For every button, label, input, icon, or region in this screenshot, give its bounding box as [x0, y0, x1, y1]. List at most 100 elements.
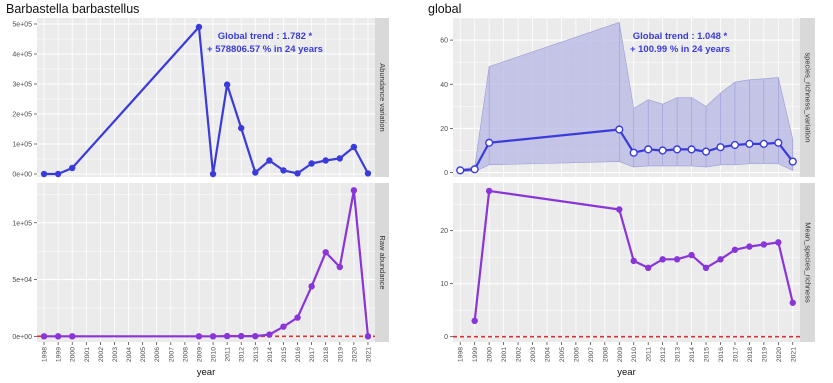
- facet-strip: [800, 18, 815, 177]
- trend-annotation: Global trend : 1.782 *: [218, 31, 313, 42]
- data-point: [470, 165, 479, 174]
- panel-background: [37, 183, 375, 342]
- data-point: [658, 146, 667, 155]
- data-point: [294, 170, 301, 177]
- trend-percent-annotation: + 578806.57 % in 24 years: [207, 44, 323, 55]
- x-tick-label: 2010: [631, 347, 638, 362]
- x-tick-label: 2018: [323, 347, 330, 362]
- data-point: [716, 143, 725, 152]
- y-tick-label: 3e+05: [12, 82, 32, 89]
- data-point: [252, 169, 259, 176]
- panel-raw: Raw abundance 0e+00 5e+04 1e+05 1998 1999 2000…: [12, 183, 389, 378]
- x-tick-label: 2000: [487, 347, 494, 362]
- facet-strip-label: Mean_species_richness: [804, 222, 813, 303]
- x-tick-label: 2002: [98, 347, 105, 362]
- panel-meanrich: Mean_species_richness 0 10 20 1998 1999 2000 20…: [440, 183, 815, 378]
- data-point: [730, 140, 740, 150]
- x-tick-label: 2014: [267, 347, 274, 362]
- x-tick-label: 2010: [211, 347, 218, 362]
- y-tick-label: 0e+00: [12, 334, 32, 341]
- x-tick-label: 2017: [309, 347, 316, 362]
- y-tick-label: 1e+05: [12, 220, 32, 227]
- x-axis-title: year: [617, 367, 635, 378]
- x-tick-label: 2006: [573, 347, 580, 362]
- x-tick-label: 2004: [126, 347, 133, 362]
- y-tick-label: 5e+05: [12, 22, 32, 29]
- x-tick-label: 2017: [732, 347, 739, 362]
- data-point: [294, 314, 301, 321]
- facet-strip: [800, 183, 815, 342]
- x-tick-label: 2016: [718, 347, 725, 362]
- y-tick-label: 40: [440, 82, 448, 89]
- x-tick-label: 2019: [761, 347, 768, 362]
- x-tick-label: 2003: [112, 347, 119, 362]
- data-point: [40, 333, 48, 340]
- data-point: [673, 145, 682, 154]
- y-tick-label: 20: [440, 126, 448, 133]
- data-point: [69, 333, 76, 340]
- data-point: [702, 264, 710, 271]
- x-axis-title: year: [197, 367, 215, 378]
- x-tick-label: 2009: [617, 347, 624, 362]
- data-point: [630, 257, 637, 265]
- facet-strip-label: Raw abundance: [378, 235, 387, 289]
- x-tick-label: 2005: [559, 347, 566, 362]
- data-point: [308, 160, 315, 167]
- x-tick-label: 2021: [365, 347, 372, 362]
- y-tick-label: 2e+05: [12, 112, 32, 119]
- data-point: [69, 164, 76, 172]
- data-point: [364, 333, 372, 340]
- x-tick-label: 2002: [516, 347, 523, 362]
- x-tick-label: 2007: [588, 347, 595, 362]
- x-tick-label: 1999: [472, 347, 479, 362]
- x-tick-label: 2018: [747, 347, 754, 362]
- data-point: [238, 332, 245, 340]
- data-point: [350, 143, 358, 151]
- data-point: [629, 148, 638, 157]
- data-point: [195, 333, 203, 340]
- data-point: [336, 263, 343, 271]
- data-point: [688, 251, 695, 259]
- y-tick-label: 0e+00: [12, 172, 32, 179]
- data-point: [717, 256, 724, 263]
- data-point: [54, 170, 62, 178]
- trend-percent-annotation: + 100.99 % in 24 years: [630, 44, 730, 55]
- x-tick-label: 1998: [42, 347, 49, 362]
- data-point: [775, 239, 782, 246]
- x-tick-label: 2009: [196, 347, 203, 362]
- data-point: [485, 138, 494, 147]
- panel-richvar: species_richness_variation 0 20 40 60 Global …: [440, 17, 815, 177]
- data-point: [745, 139, 754, 148]
- data-point: [364, 170, 372, 177]
- data-point: [456, 166, 465, 175]
- y-tick-label: 20: [440, 228, 448, 235]
- data-point: [322, 157, 329, 164]
- x-tick-label: 2020: [351, 347, 358, 362]
- data-point: [336, 155, 343, 162]
- data-point: [252, 332, 259, 340]
- data-point: [759, 139, 768, 148]
- x-tick-label: 2020: [776, 347, 783, 362]
- data-point: [308, 283, 315, 290]
- x-tick-label: 2013: [253, 347, 260, 362]
- right-figure-title: global: [428, 2, 461, 16]
- data-point: [789, 299, 796, 306]
- data-point: [760, 241, 768, 248]
- data-point: [280, 323, 287, 330]
- data-point: [673, 256, 681, 263]
- facet-strip: [375, 18, 389, 177]
- data-point: [223, 332, 231, 340]
- x-tick-label: 2012: [239, 347, 246, 362]
- facet-strip-label: species_richness_variation: [804, 52, 813, 142]
- data-point: [471, 317, 478, 324]
- data-point: [40, 170, 48, 178]
- data-point: [644, 145, 653, 154]
- x-tick-label: 2003: [530, 347, 537, 362]
- x-tick-label: 2013: [675, 347, 682, 362]
- data-point: [266, 157, 273, 164]
- plots-layer: Abundance variation 0e+00 1e+05 2e+05 3e+05 4…: [12, 17, 815, 378]
- data-point: [616, 206, 623, 213]
- data-point: [731, 246, 739, 253]
- facet-strip-label: Abundance variation: [378, 63, 387, 131]
- panel-background: [453, 183, 800, 342]
